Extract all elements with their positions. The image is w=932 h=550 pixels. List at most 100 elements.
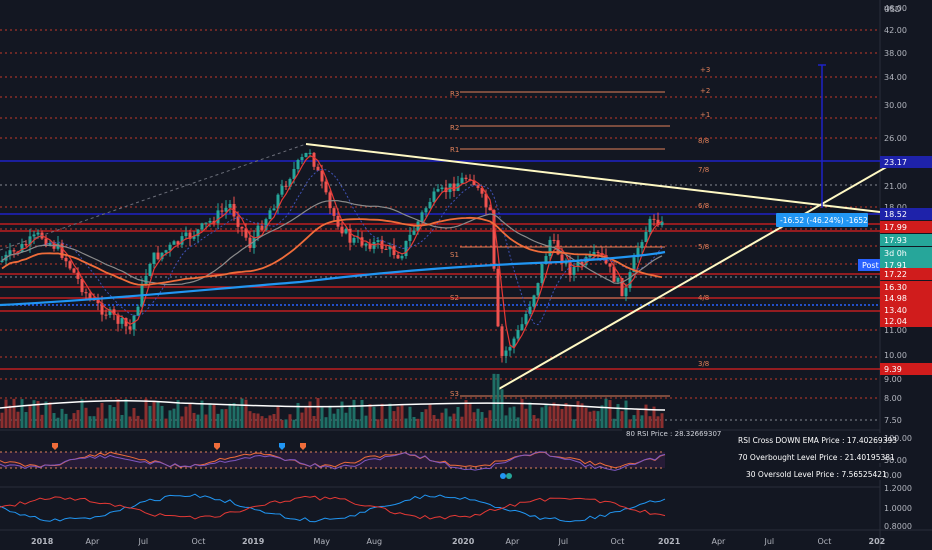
time-axis-label: 202 [869, 537, 886, 546]
candle-body [28, 236, 32, 246]
volume-bar [36, 400, 40, 428]
volume-bar [548, 406, 552, 428]
volume-bar [516, 417, 520, 428]
volume-bar [32, 400, 36, 428]
level-label: R1 [450, 146, 459, 154]
ma-orange [1, 216, 663, 286]
candle-body [452, 183, 456, 191]
candle-body [312, 152, 316, 167]
candle-body [252, 237, 256, 249]
candle-body [532, 295, 536, 307]
candle-body [76, 272, 80, 279]
volume-bar [284, 419, 288, 428]
price-tag-bg [858, 259, 880, 271]
volume-bar [352, 399, 356, 428]
candle-body [364, 243, 368, 246]
candle-body [504, 350, 508, 356]
volume-bar [148, 405, 152, 428]
volume-bar [140, 419, 144, 428]
candle-body [236, 216, 240, 227]
price-tag-label: Post [862, 261, 879, 270]
volume-bar [216, 413, 220, 428]
volume-bar [12, 398, 16, 428]
candle-body [96, 299, 100, 304]
candle-body [264, 219, 268, 230]
price-tag: 18.52 [880, 208, 932, 220]
price-tick: 8.00 [884, 394, 902, 403]
candle-body [516, 330, 520, 339]
volume-bar [16, 411, 20, 428]
volume-bar [572, 419, 576, 428]
price-tag: 17.93 [880, 234, 932, 246]
volume-bar [200, 400, 204, 428]
volume-bar [424, 409, 428, 428]
candle-body [168, 244, 172, 251]
candle-body [348, 229, 352, 243]
volume-bar [632, 415, 636, 428]
level-label: 7/8 [698, 166, 709, 174]
candle-body [184, 232, 188, 237]
candle-body [656, 219, 660, 226]
candle-body [156, 252, 160, 260]
volume-bar [468, 403, 472, 428]
candle-body [152, 252, 156, 264]
volume-bar [24, 412, 28, 428]
candle-body [420, 212, 424, 222]
info-label: 30 Oversold Level Price : 7.56525421 [730, 467, 887, 480]
candle-body [296, 160, 300, 170]
level-label: 5/8 [698, 243, 709, 251]
rsi-tick: 100.00 [884, 434, 912, 443]
candle-body [80, 278, 84, 293]
volume-bar [236, 406, 240, 428]
volume-bar [392, 411, 396, 428]
volume-bar [272, 413, 276, 428]
candle-body [64, 257, 68, 262]
candle-body [116, 314, 120, 324]
level-label: R3 [450, 90, 459, 98]
volume-bar [224, 409, 228, 428]
price-tag-label: 17.93 [884, 236, 907, 245]
volume-bar [72, 413, 76, 428]
candle-body [616, 278, 620, 282]
volume-bar [8, 405, 12, 428]
candle-body [352, 237, 356, 243]
info-label-bg [730, 433, 882, 446]
volume-bar [488, 410, 492, 428]
time-axis-label: Oct [192, 537, 206, 546]
volume-bar [220, 409, 224, 428]
volume-bar [108, 405, 112, 428]
volume-bar [76, 410, 80, 428]
info-label-text: RSI Cross DOWN EMA Price : 17.40269393 [738, 436, 897, 445]
volume-bar [100, 402, 104, 428]
candle-body [552, 239, 556, 241]
volume-bar [588, 411, 592, 428]
candle-body [340, 226, 344, 234]
candle-body [20, 243, 24, 252]
oscillator-tick: 1.0000 [884, 504, 912, 513]
level-label: R2 [450, 124, 459, 132]
volume-bar [180, 416, 184, 428]
volume-bar [56, 417, 60, 428]
candle-body [460, 177, 464, 184]
volume-bar [328, 405, 332, 428]
volume-bar [312, 416, 316, 428]
candle-body [648, 218, 652, 232]
volume-bar [368, 404, 372, 428]
candle-body [100, 303, 104, 315]
candle-body [384, 248, 388, 250]
volume-bar [172, 408, 176, 428]
candle-body [472, 180, 476, 186]
volume-bar [144, 398, 148, 428]
volume-bar [268, 415, 272, 428]
volume-bar [48, 402, 52, 428]
price-tag-label: 18.52 [884, 210, 907, 219]
price-tick: 7.50 [884, 416, 902, 425]
price-tag-bg [880, 247, 932, 259]
volume-bar [540, 407, 544, 428]
volume-bar [228, 403, 232, 428]
ascending-trendline [496, 164, 891, 391]
volume-bar [308, 401, 312, 428]
candle-body [400, 255, 404, 259]
volume-bar [164, 418, 168, 428]
